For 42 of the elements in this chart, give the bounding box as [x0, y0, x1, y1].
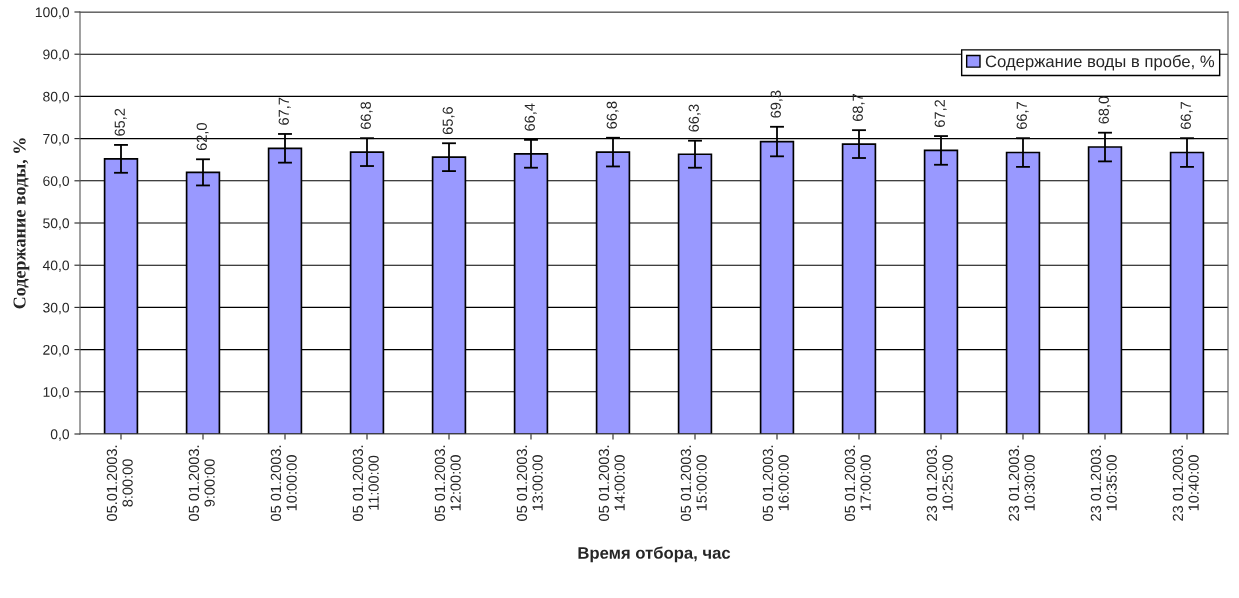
data-label: 66,3: [688, 104, 701, 132]
x-tick-label: 05 01.2003. 12:00:00: [434, 445, 461, 521]
y-tick-label: 90,0: [43, 49, 70, 62]
x-tick-label: 23 01.2003. 10:35:00: [1090, 445, 1117, 521]
x-tick-label: 23 01.2003. 10:30:00: [1008, 445, 1035, 521]
x-tick-label: 05 01.2003. 15:00:00: [680, 445, 707, 521]
y-tick-label: 30,0: [43, 302, 70, 315]
x-tick-label: 23 01.2003. 10:40:00: [1172, 445, 1199, 521]
x-tick-label: 05 01.2003. 13:00:00: [516, 445, 543, 521]
data-label: 66,7: [1180, 102, 1193, 129]
data-label: 62,0: [196, 123, 209, 151]
data-label: 67,7: [278, 97, 291, 125]
x-tick-label: 05 01.2003. 11:00:00: [352, 445, 379, 521]
data-label: 68,0: [1098, 96, 1111, 124]
y-tick-label: 80,0: [43, 91, 70, 104]
y-tick-label: 10,0: [43, 387, 70, 399]
legend-label: Содержание воды в пробе, %: [985, 54, 1215, 71]
y-tick-label: 0,0: [50, 429, 70, 441]
data-label: 66,7: [1016, 102, 1029, 129]
y-axis-title: Содержание воды, %: [13, 138, 30, 309]
y-tick-label: 60,0: [43, 176, 70, 188]
y-tick-label: 70,0: [43, 133, 70, 146]
data-label: 67,2: [934, 99, 947, 127]
x-axis-title: Время отбора, час: [578, 546, 731, 563]
data-label: 68,7: [852, 94, 865, 121]
x-tick-label: 05 01.2003. 10:00:00: [270, 445, 297, 521]
data-label: 69,3: [770, 90, 783, 118]
data-label: 66,8: [606, 101, 619, 129]
x-tick-label: 05.01.2003. 8:00:00: [106, 445, 133, 521]
y-tick-label: 40,0: [42, 260, 70, 273]
data-label: 66,4: [524, 103, 537, 131]
x-tick-label: 23 01.2003. 10:25:00: [926, 445, 953, 521]
y-tick-label: 20,0: [43, 344, 70, 357]
x-tick-label: 05 01.2003. 16:00:00: [762, 445, 789, 521]
y-tick-label: 100,0: [35, 7, 70, 19]
data-label: 66,8: [360, 101, 373, 129]
x-tick-label: 05 01.2003. 14:00:00: [598, 445, 625, 521]
x-tick-label: 05 01.2003. 9:00:00: [188, 445, 215, 521]
data-label: 65,6: [442, 107, 455, 135]
x-tick-label: 05 01.2003. 17:00:00: [844, 445, 871, 521]
data-label: 65,2: [114, 108, 127, 136]
y-tick-label: 50,0: [43, 218, 70, 230]
